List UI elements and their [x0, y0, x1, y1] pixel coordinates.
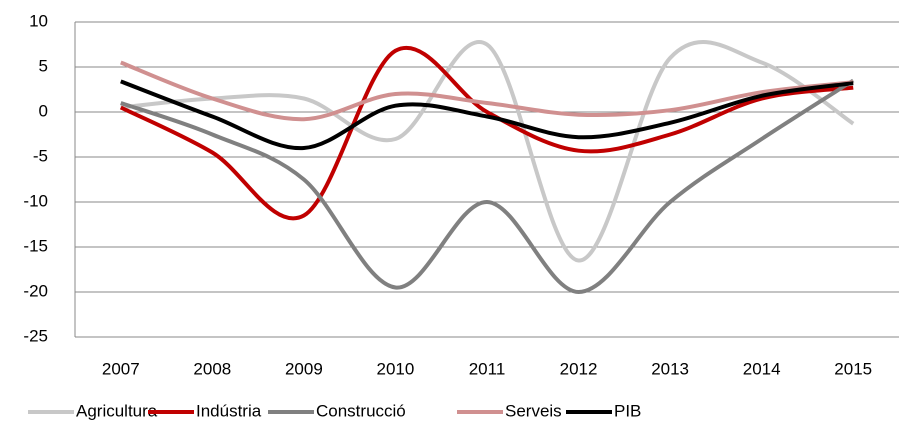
legend-label: Serveis — [505, 401, 562, 420]
line-series — [120, 79, 854, 151]
y-tick-label: -5 — [33, 146, 48, 165]
legend-label: Construcció — [316, 401, 406, 420]
y-tick-label: -20 — [23, 281, 48, 300]
x-tick-label: 2011 — [469, 359, 506, 378]
x-tick-label: 2009 — [285, 359, 323, 378]
line-series — [120, 40, 855, 263]
y-tick-label: -25 — [23, 326, 48, 345]
line-series — [120, 78, 855, 294]
x-tick-label: 2014 — [743, 359, 781, 378]
legend-label: Indústria — [196, 401, 262, 420]
x-tick-label: 2008 — [193, 359, 231, 378]
line-series — [120, 60, 854, 122]
y-tick-label: 5 — [39, 56, 48, 75]
line-series — [119, 46, 854, 221]
x-tick-label: 2007 — [102, 359, 140, 378]
x-tick-label: 2010 — [377, 359, 415, 378]
legend-label: Agricultura — [76, 401, 158, 420]
x-tick-label: 2015 — [834, 359, 872, 378]
legend-label: PIB — [614, 401, 641, 420]
y-tick-label: -15 — [23, 236, 48, 255]
x-tick-label: 2012 — [560, 359, 598, 378]
y-tick-label: 0 — [39, 101, 48, 120]
x-tick-label: 2013 — [651, 359, 689, 378]
y-tick-label: 10 — [29, 11, 48, 30]
y-tick-label: -10 — [23, 191, 48, 210]
